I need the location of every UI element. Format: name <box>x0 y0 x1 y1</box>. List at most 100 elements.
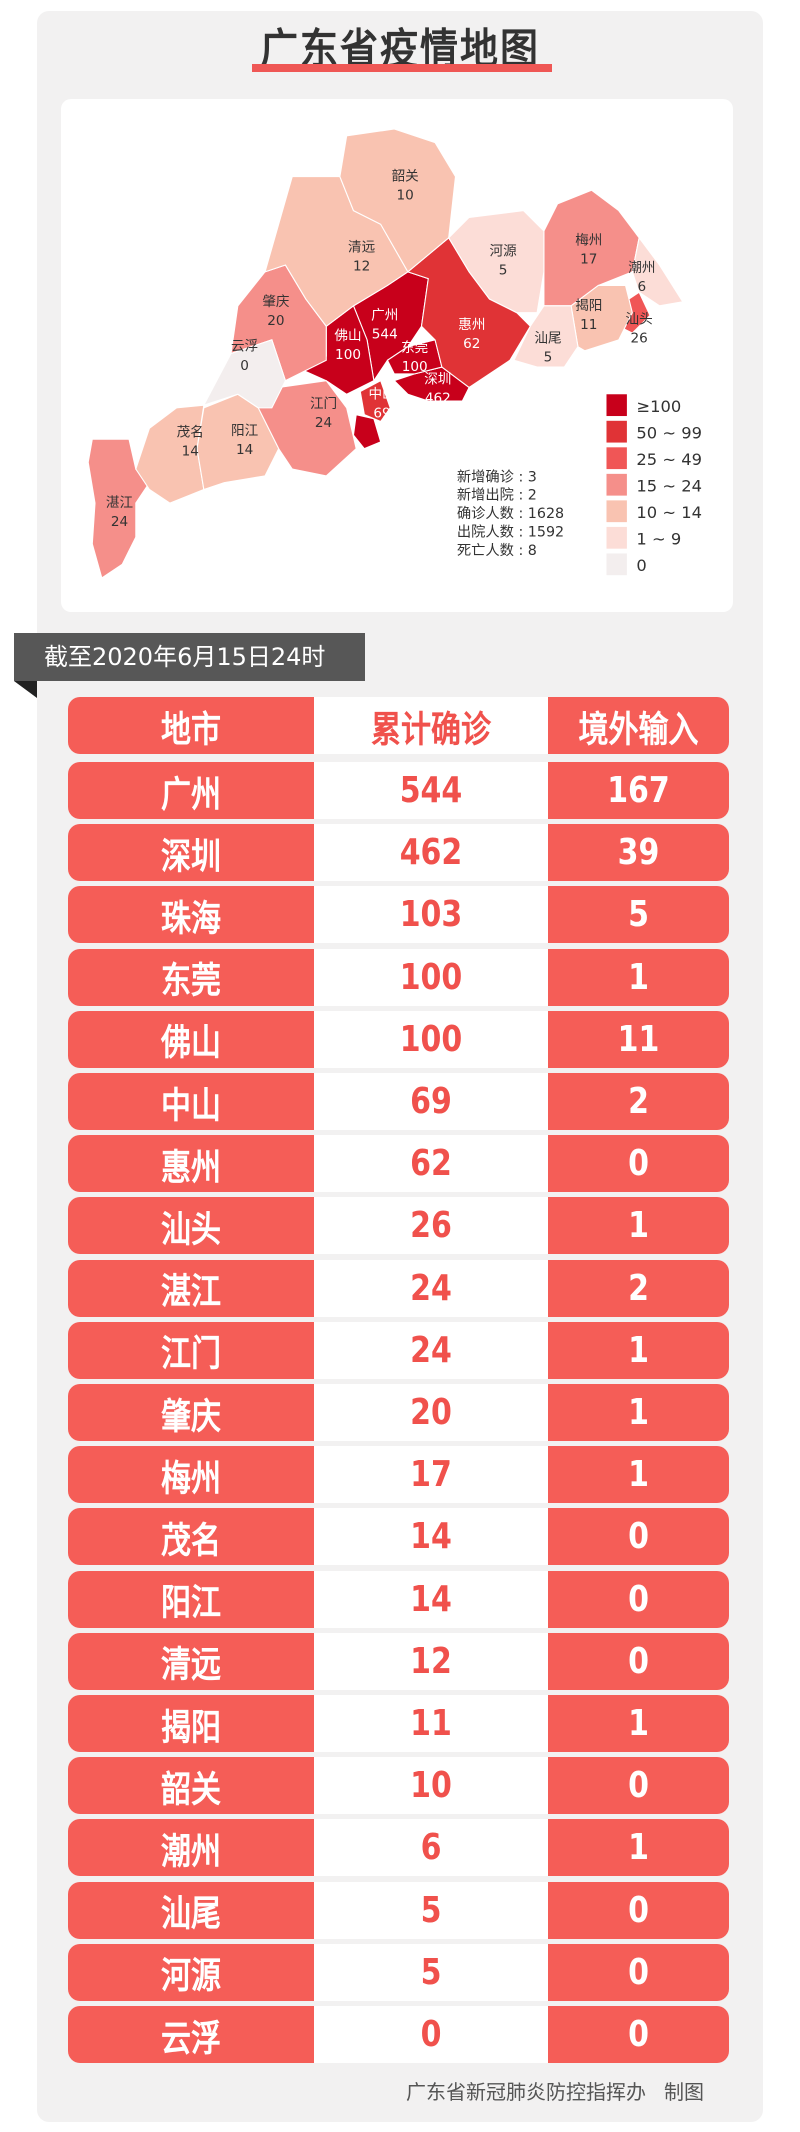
stat-value: 3 <box>528 469 537 485</box>
cell-text: 汕头 <box>161 1209 221 1252</box>
table-header: 地市 累计确诊 境外输入 <box>68 697 729 754</box>
footer-note: 制图 <box>664 2080 704 2104</box>
cell-text: 肇庆 <box>161 1395 221 1438</box>
total-cell: 462 <box>314 824 548 882</box>
imported-cell: 1 <box>548 948 729 1006</box>
cell-text: 24 <box>410 1329 452 1372</box>
cell-text: 茂名 <box>161 1520 221 1563</box>
total-cell: 5 <box>314 1943 548 2001</box>
total-cell: 14 <box>314 1508 548 1566</box>
cell-text: 汕尾 <box>161 1893 221 1936</box>
table-row: 河源 5 0 <box>68 1943 729 2001</box>
stat-line: 死亡人数 : 8 <box>457 542 537 559</box>
region-2 <box>352 414 382 450</box>
region-label-name: 佛山 <box>334 328 361 344</box>
cell-text: 10 <box>410 1764 452 1807</box>
table-row: 广州 544 167 <box>68 762 729 819</box>
cell-text: 1 <box>628 1204 649 1247</box>
cell-text: 清远 <box>161 1644 221 1687</box>
imported-cell: 0 <box>548 1881 729 1939</box>
stat-line: 确诊人数 : 1628 <box>457 505 564 522</box>
imported-cell: 0 <box>548 1570 729 1628</box>
region-label-count: 5 <box>499 263 508 279</box>
cell-text: 0 <box>628 1515 649 1558</box>
legend-swatch <box>606 526 627 549</box>
imported-cell: 39 <box>548 824 729 882</box>
legend-label: 15 ~ 24 <box>636 477 702 496</box>
region-label-count: 0 <box>240 358 249 374</box>
legend-swatch <box>606 473 627 496</box>
imported-cell: 0 <box>548 2006 729 2063</box>
legend-label: 10 ~ 14 <box>636 503 702 522</box>
cell-text: 100 <box>399 1018 463 1061</box>
table-row: 惠州 62 0 <box>68 1135 729 1193</box>
cell-text: 2 <box>628 1080 649 1123</box>
cell-text: 0 <box>628 2013 649 2056</box>
region-17 <box>631 236 684 307</box>
city-cell: 江门 <box>68 1321 314 1379</box>
city-cell: 汕头 <box>68 1197 314 1255</box>
cell-text: 境外输入 <box>578 708 699 751</box>
region-label-count: 10 <box>397 188 414 204</box>
cell-text: 2 <box>628 1267 649 1310</box>
imported-cell: 1 <box>548 1446 729 1504</box>
city-cell: 云浮 <box>68 2006 314 2063</box>
region-label-name: 汕尾 <box>534 331 561 347</box>
imported-cell: 0 <box>548 1943 729 2001</box>
imported-cell: 1 <box>548 1384 729 1441</box>
cell-text: 69 <box>410 1080 452 1123</box>
region-label-name: 阳江 <box>231 423 259 439</box>
city-cell: 茂名 <box>68 1508 314 1566</box>
city-cell: 惠州 <box>68 1135 314 1193</box>
cell-text: 62 <box>410 1142 452 1185</box>
region-label-count: 20 <box>267 313 284 329</box>
total-cell: 11 <box>314 1695 548 1752</box>
city-cell: 揭阳 <box>68 1695 314 1752</box>
region-13 <box>196 393 280 491</box>
region-label-count: 100 <box>335 347 361 363</box>
total-cell: 62 <box>314 1135 548 1193</box>
cell-text: 12 <box>410 1640 452 1683</box>
legend-swatch <box>606 500 627 523</box>
cell-text: 0 <box>420 2013 442 2056</box>
cell-text: 11 <box>410 1702 452 1745</box>
cell-text: 17 <box>410 1453 452 1496</box>
imported-cell: 167 <box>548 762 729 819</box>
legend-label: 25 ~ 49 <box>636 450 702 469</box>
region-label-count: 103 <box>391 439 417 455</box>
region-label-count: 5 <box>544 350 553 366</box>
table-row: 梅州 17 1 <box>68 1446 729 1504</box>
stat-label: 死亡人数 <box>457 542 514 559</box>
legend-label: 0 <box>636 556 646 575</box>
total-cell: 69 <box>314 1073 548 1130</box>
legend-swatch <box>606 553 627 576</box>
total-cell: 100 <box>314 1010 548 1068</box>
city-cell: 韶关 <box>68 1757 314 1815</box>
cell-text: 100 <box>399 956 463 999</box>
region-label-name: 中山 <box>368 386 395 402</box>
region-label-name: 东莞 <box>401 340 428 356</box>
region-label-name: 江门 <box>310 396 337 412</box>
total-cell: 24 <box>314 1321 548 1379</box>
region-label-count: 12 <box>353 258 370 274</box>
stat-value: 1628 <box>528 506 564 522</box>
cell-text: 佛山 <box>161 1022 221 1065</box>
city-cell: 梅州 <box>68 1446 314 1504</box>
total-cell: 10 <box>314 1757 548 1815</box>
map-card: 广州 544 深圳 462 珠海 103 东莞 100 佛山 100 中山 69 惠州 62 汕头 26 湛江 2… <box>61 99 733 612</box>
region-label-name: 肇庆 <box>262 294 290 310</box>
imported-cell: 0 <box>548 1632 729 1690</box>
cell-text: 湛江 <box>161 1271 221 1314</box>
cell-text: 1 <box>628 956 649 999</box>
total-cell: 14 <box>314 1570 548 1628</box>
cell-text: 惠州 <box>161 1146 221 1189</box>
total-cell: 17 <box>314 1446 548 1504</box>
city-cell: 湛江 <box>68 1259 314 1317</box>
table-row: 清远 12 0 <box>68 1632 729 1690</box>
imported-cell: 1 <box>548 1321 729 1379</box>
legend-label: ≥100 <box>636 397 681 416</box>
stat-line: 出院人数 : 1592 <box>457 523 564 540</box>
stat-label: 新增确诊 <box>457 468 514 485</box>
stat-line: 新增出院 : 2 <box>457 487 537 504</box>
cell-text: 0 <box>628 1951 649 1994</box>
